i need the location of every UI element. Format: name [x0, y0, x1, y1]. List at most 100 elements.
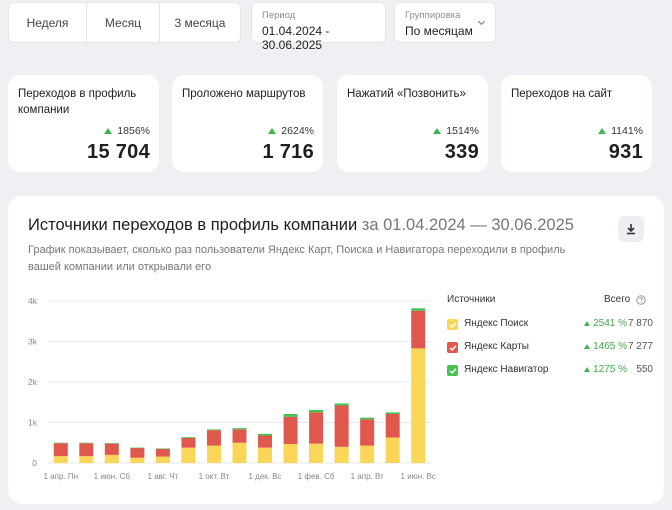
bar-segment [411, 348, 426, 463]
stat-card-value: 1 716 [262, 141, 314, 163]
stat-card-title: Переходов на сайт [511, 88, 613, 100]
legend-header-total: Всего [604, 294, 631, 305]
legend-item-name: Яндекс Поиск [464, 318, 529, 329]
period-picker-label: Период [262, 10, 296, 21]
x-tick-label: 1 дек. Вс [248, 472, 281, 481]
check-icon [448, 321, 457, 328]
legend-item-maps[interactable]: Яндекс Карты 1465 % 7 277 [447, 341, 653, 355]
bar-segment [334, 405, 349, 447]
bar-segment [411, 308, 426, 311]
period-picker-value: 01.04.2024 - 30.06.2025 [262, 24, 330, 52]
legend-item-pct-value: 1275 % [593, 364, 627, 375]
bar-segment [385, 437, 400, 463]
legend-item-search[interactable]: Яндекс Поиск 2541 % 7 870 [447, 318, 653, 332]
period-option-week[interactable]: Неделя [26, 15, 69, 30]
stat-card-delta: 2624% [268, 125, 314, 137]
bar-segment [283, 416, 298, 444]
bar-segment [53, 442, 68, 444]
bar-segment [232, 442, 247, 463]
bar-segment [309, 412, 324, 444]
bar-segment [79, 443, 94, 457]
x-tick-label: 1 апр. Пн [44, 472, 79, 481]
y-tick-label: 2k [28, 377, 38, 387]
bar-segment [104, 443, 119, 444]
legend-header-sources: Источники [447, 294, 496, 305]
bar-segment [360, 445, 375, 463]
grouping-select[interactable]: Группировка По месяцам [394, 2, 496, 43]
legend-item-name: Яндекс Карты [464, 341, 529, 352]
stat-card-delta: 1514% [433, 125, 479, 137]
stat-card-site-visits: Переходов на сайт 1141% 931 [501, 75, 652, 172]
bar-segment [360, 417, 375, 420]
legend-item-navigator[interactable]: Яндекс Навигатор 1275 % 550 [447, 364, 653, 378]
stat-card-value: 15 704 [87, 141, 150, 163]
download-button[interactable] [618, 216, 644, 242]
bar-segment [283, 413, 298, 417]
arrow-up-icon [268, 128, 277, 134]
bar-segment [155, 456, 170, 463]
bar-segment [155, 448, 170, 449]
stat-card-title: Проложено маршрутов [182, 88, 306, 100]
x-tick-label: 1 июн. Сб [94, 472, 131, 481]
download-icon [627, 224, 635, 235]
stat-card-delta-value: 1856% [117, 125, 150, 137]
arrow-up-icon [104, 128, 113, 134]
bar-segment [309, 409, 324, 413]
bar-segment [104, 443, 119, 455]
help-icon[interactable] [636, 295, 646, 305]
period-picker[interactable]: Период 01.04.2024 - 30.06.2025 [251, 2, 386, 52]
stat-card-calls: Нажатий «Позвонить» 1514% 339 [337, 75, 488, 172]
grouping-select-value: По месяцам [405, 24, 473, 38]
arrow-up-icon [598, 128, 607, 134]
period-option-month[interactable]: Месяц [86, 3, 159, 42]
stat-card-routes: Проложено маршрутов 2624% 1 716 [172, 75, 323, 172]
stat-card-profile-visits: Переходов в профиль компании 1856% 15 70… [8, 75, 159, 172]
x-tick-label: 1 фев. Сб [298, 472, 335, 481]
x-tick-label: 1 июн. Вс [401, 472, 436, 481]
panel-title-range: за 01.04.2024 — 30.06.2025 [361, 216, 574, 234]
legend-item-pct: 2541 % [584, 318, 627, 329]
bar-segment [155, 448, 170, 457]
bar-segment [181, 447, 196, 463]
stat-card-value: 339 [444, 141, 479, 163]
bar-segment [130, 447, 145, 449]
stat-card-value: 931 [608, 141, 643, 163]
legend-item-total: 7 277 [627, 341, 653, 352]
legend-checkbox[interactable] [447, 365, 458, 376]
period-option-3-months[interactable]: 3 месяца [159, 3, 240, 42]
stat-card-delta: 1856% [104, 125, 150, 137]
legend-item-total: 7 870 [627, 318, 653, 329]
bar-segment [334, 403, 349, 406]
arrow-up-icon [584, 344, 591, 349]
x-tick-label: 1 апр. Вт [351, 472, 384, 481]
bar-segment [385, 412, 400, 414]
period-segmented-control: Неделя Месяц 3 месяца [8, 2, 241, 43]
legend-checkbox[interactable] [447, 342, 458, 353]
panel-title: Источники переходов в профиль компании з… [28, 216, 574, 235]
bar-segment [360, 419, 375, 446]
bar-segment [385, 413, 400, 438]
bar-segment [411, 310, 426, 349]
bar-segment [283, 443, 298, 463]
traffic-sources-panel: Источники переходов в профиль компании з… [8, 196, 664, 504]
bar-segment [130, 448, 145, 458]
bar-segment [181, 437, 196, 448]
legend-checkbox[interactable] [447, 319, 458, 330]
arrow-up-icon [433, 128, 442, 134]
bar-segment [79, 442, 94, 444]
grouping-select-label: Группировка [405, 10, 461, 21]
legend-item-name: Яндекс Навигатор [464, 364, 549, 375]
y-tick-label: 4k [28, 296, 38, 306]
legend-item-pct: 1465 % [584, 341, 627, 352]
check-icon [448, 344, 457, 351]
bar-segment [181, 437, 196, 438]
stat-card-delta: 1141% [598, 125, 643, 137]
bar-segment [258, 433, 273, 436]
stat-card-title: Переходов в профиль компании [18, 88, 137, 116]
bar-segment [258, 435, 273, 448]
bar-segment [334, 446, 349, 463]
bar-segment [232, 429, 247, 443]
bar-segment [79, 456, 94, 463]
panel-title-text: Источники переходов в профиль компании [28, 216, 358, 234]
stat-card-delta-value: 1514% [446, 125, 479, 137]
